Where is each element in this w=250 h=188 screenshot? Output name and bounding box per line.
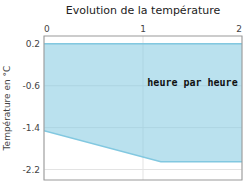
x-tick-label: 2 <box>236 24 242 34</box>
chart-container: 0.2 -0.6 -1.4 -2.2 0 1 2 Evolution de la tempér… <box>0 0 250 188</box>
plot-frame <box>44 36 242 180</box>
top-line <box>44 43 242 45</box>
y-axis-label: Température en °C <box>2 66 12 152</box>
area-fill <box>44 44 242 162</box>
plot-area <box>44 44 242 162</box>
y-tick-label: 0.2 <box>26 39 40 49</box>
chart-title: Evolution de la température <box>66 4 221 17</box>
bottom-line <box>44 131 242 162</box>
x-tick-label: 1 <box>140 24 146 34</box>
annotation: heure par heure <box>147 77 237 88</box>
y-grid-line <box>44 43 242 44</box>
chart: 0.2 -0.6 -1.4 -2.2 0 1 2 Evolution de la tempér… <box>0 0 250 188</box>
y-tick-label: -1.4 <box>22 123 40 133</box>
y-tick-label: -0.6 <box>22 81 40 91</box>
x-tick-label: 0 <box>44 24 50 34</box>
y-tick-label: -2.2 <box>22 165 40 175</box>
